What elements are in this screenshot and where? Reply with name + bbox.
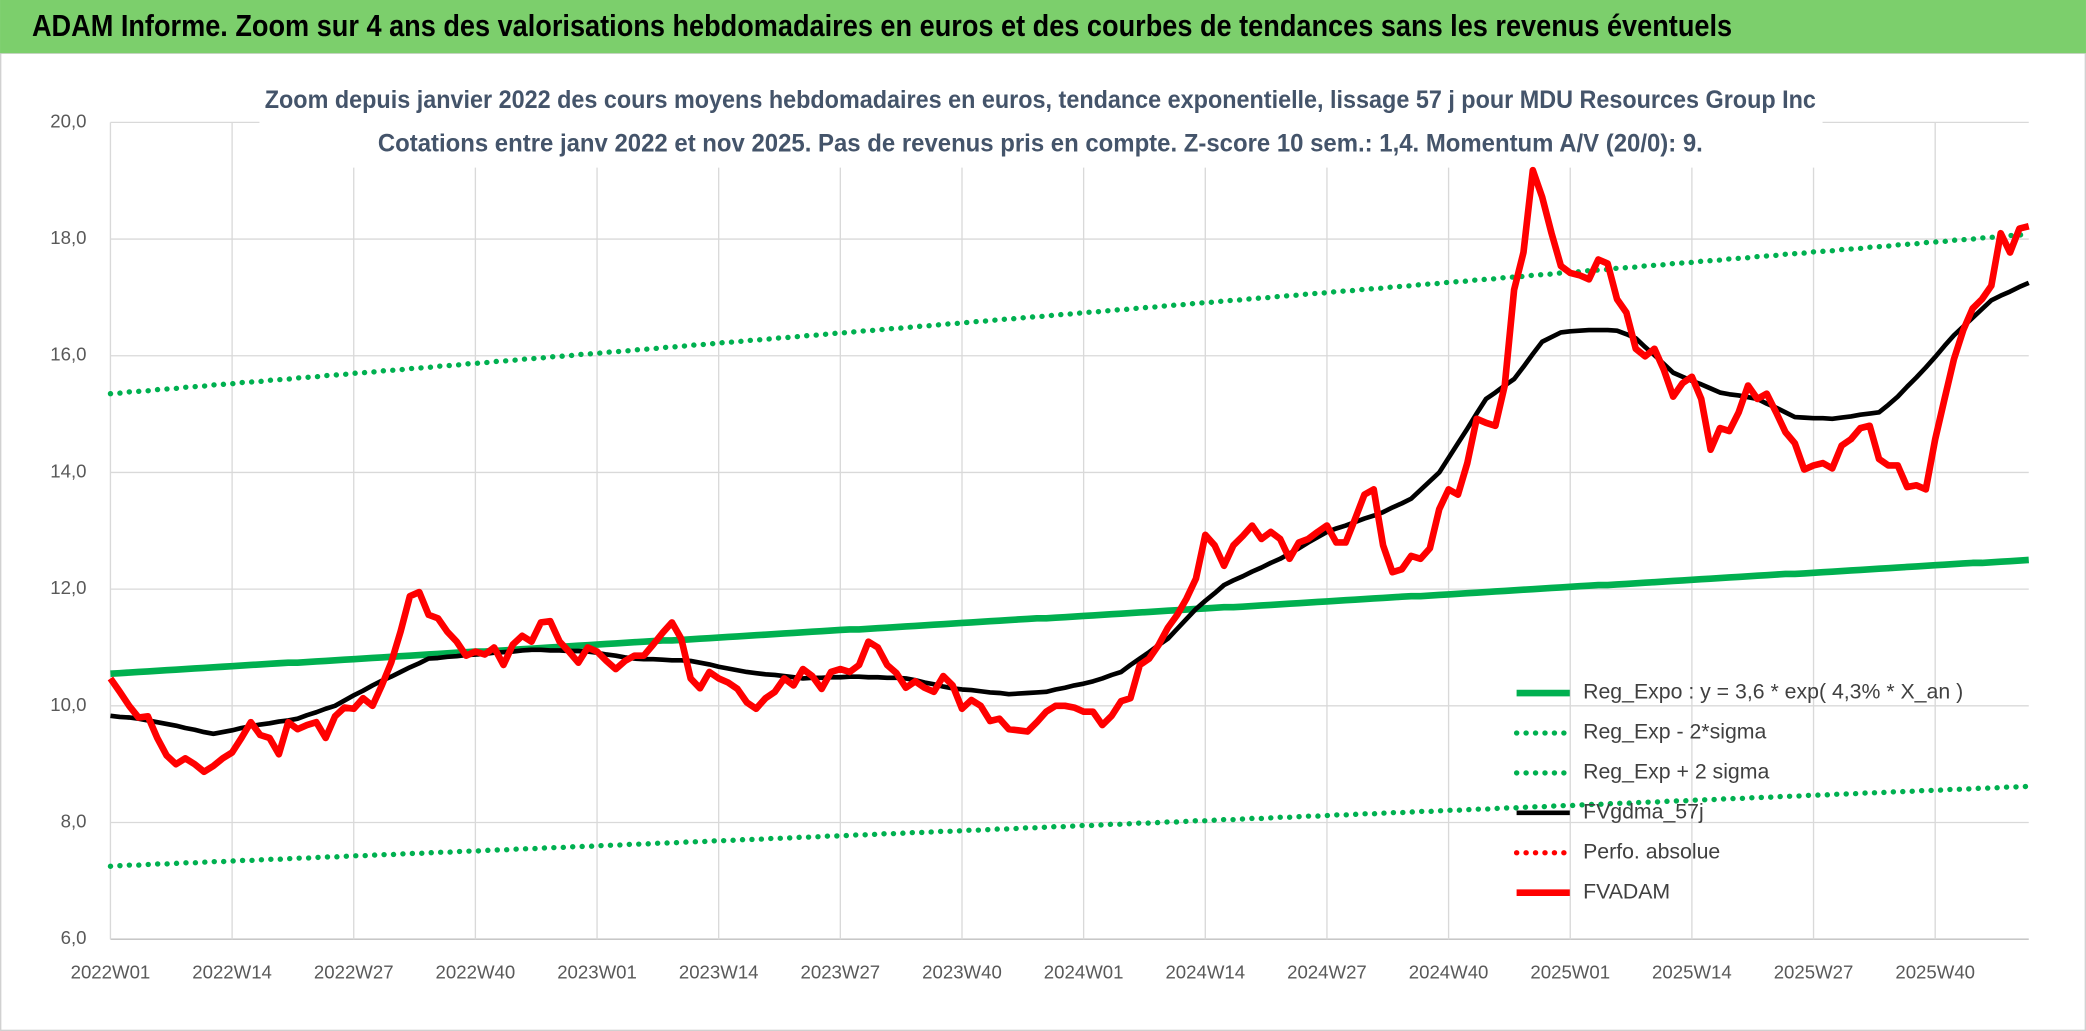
x-tick-label: 2023W01 <box>557 962 637 983</box>
series-line <box>110 280 2030 737</box>
legend-label: Perfo. absolue <box>1583 839 1720 863</box>
legend-label: Reg_Exp - 2*sigma <box>1583 720 1766 744</box>
x-tick-label: 2025W40 <box>1895 962 1975 983</box>
x-tick-label: 2023W40 <box>922 962 1002 983</box>
x-tick-label: 2024W27 <box>1287 962 1367 983</box>
title-banner <box>0 0 2086 54</box>
x-tick-label: 2023W14 <box>679 962 759 983</box>
x-tick-label: 2022W14 <box>192 962 272 983</box>
chart-subtitle: Cotations entre janv 2022 et nov 2025. P… <box>378 130 1703 158</box>
x-tick-label: 2022W40 <box>436 962 516 983</box>
x-tick-label: 2025W27 <box>1774 962 1854 983</box>
series-line <box>107 783 2032 869</box>
series-line <box>107 166 2030 776</box>
series-line <box>107 231 2032 397</box>
y-tick-label: 8,0 <box>61 810 87 831</box>
y-tick-label: 12,0 <box>50 577 86 598</box>
y-tick-label: 18,0 <box>50 227 86 248</box>
legend: Reg_Expo : y = 3,6 * exp( 4,3% * X_an ) R… <box>1513 680 1963 903</box>
grid: 6,0 8,0 10,0 12,0 14,0 16,0 18,0 20,0 2022W01 202… <box>50 110 2029 983</box>
legend-label: Reg_Exp + 2 sigma <box>1583 760 1769 784</box>
chart-title: ADAM Informe. Zoom sur 4 ans des valoris… <box>32 9 1732 43</box>
x-tick-label: 2022W27 <box>314 962 394 983</box>
y-tick-label: 20,0 <box>50 110 86 131</box>
legend-label: FVgdma_57j <box>1583 799 1704 823</box>
plot-area <box>107 166 2032 869</box>
x-tick-label: 2024W01 <box>1044 962 1124 983</box>
series-line <box>110 556 2029 678</box>
y-tick-label: 14,0 <box>50 460 86 481</box>
x-tick-label: 2025W14 <box>1652 962 1732 983</box>
y-tick-label: 10,0 <box>50 694 86 715</box>
y-tick-label: 6,0 <box>61 927 87 948</box>
chart-frame <box>0 52 2086 1031</box>
y-tick-label: 16,0 <box>50 344 86 365</box>
x-tick-label: 2024W14 <box>1165 962 1245 983</box>
x-tick-label: 2023W27 <box>801 962 881 983</box>
legend-label: FVADAM <box>1583 879 1670 903</box>
x-tick-label: 2024W40 <box>1409 962 1489 983</box>
x-tick-label: 2022W01 <box>71 962 151 983</box>
subtitle-box <box>259 77 1823 168</box>
x-tick-label: 2025W01 <box>1530 962 1610 983</box>
chart-subtitle: Zoom depuis janvier 2022 des cours moyen… <box>265 86 1816 114</box>
legend-label: Reg_Expo : y = 3,6 * exp( 4,3% * X_an ) <box>1583 680 1963 704</box>
